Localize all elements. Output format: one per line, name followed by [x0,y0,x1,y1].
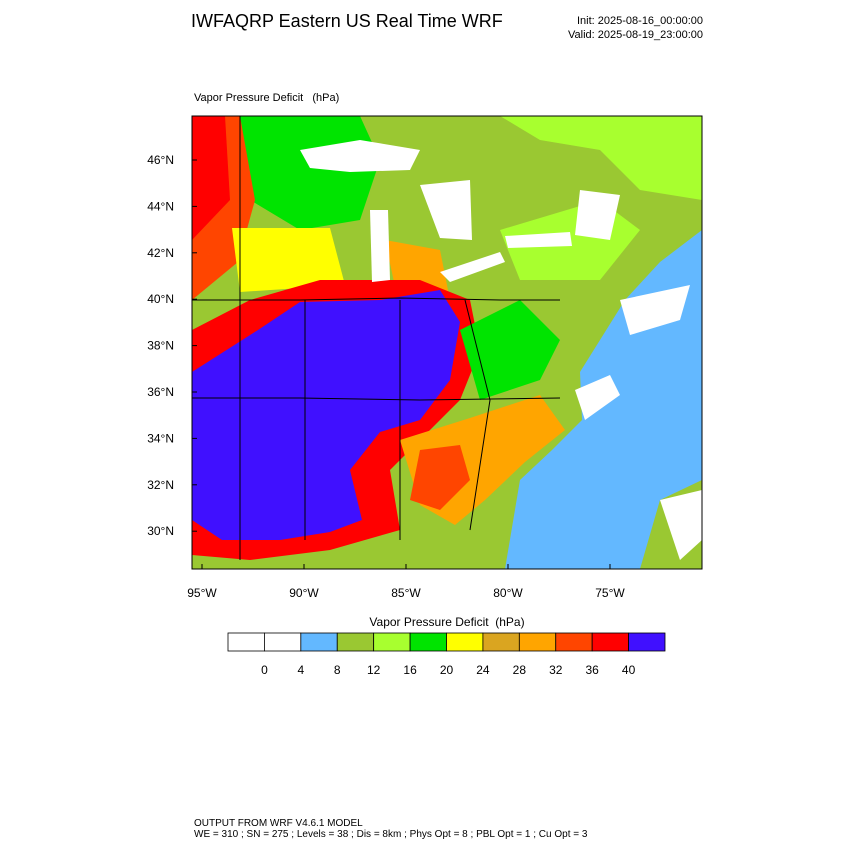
colorbar-box [591,632,629,652]
init-time: Init: 2025-08-16_00:00:00 [577,15,703,27]
lon-label: 95°W [187,586,217,600]
colorbar-box [555,632,593,652]
colorbar-box [628,632,666,652]
colorbar-label: 0 [261,663,268,677]
colorbar-box [336,632,375,652]
lat-label: 42°N [147,246,174,260]
colorbar: 0 4 8 12 16 20 24 28 32 36 40 [227,632,666,677]
lat-axis: 46°N 44°N 42°N 40°N 38°N 36°N 34°N 32°N 30°N [147,153,197,538]
map-frame [191,115,703,570]
colorbar-box [300,632,338,652]
lat-label: 46°N [147,153,174,167]
map-title: Vapor Pressure Deficit (hPa) [194,92,339,104]
lat-label: 36°N [147,385,174,399]
colorbar-box [264,632,302,652]
colorbar-label: 12 [367,663,381,677]
colorbar-label: 8 [334,663,341,677]
footer-line: OUTPUT FROM WRF V4.6.1 MODEL [194,818,363,829]
lon-label: 90°W [289,586,319,600]
colorbar-label: 16 [403,663,417,677]
colorbar-label: 40 [622,663,636,677]
colorbar-box [409,632,447,652]
lon-label: 80°W [493,586,523,600]
vpd-field [192,116,702,569]
colorbar-label: 28 [513,663,527,677]
lon-axis: 95°W 90°W 85°W 80°W 75°W [187,564,625,600]
footer-line: WE = 310 ; SN = 275 ; Levels = 38 ; Dis … [194,829,588,840]
colorbar-box [446,632,484,652]
lon-label: 85°W [391,586,421,600]
lat-label: 34°N [147,431,174,445]
lon-label: 75°W [595,586,625,600]
colorbar-box [227,632,265,652]
colorbar-box [518,632,557,652]
colorbar-box [373,632,411,652]
lat-label: 30°N [147,524,174,538]
page-title: IWFAQRP Eastern US Real Time WRF [191,11,503,31]
colorbar-label: 36 [585,663,599,677]
lat-label: 40°N [147,292,174,306]
colorbar-label: 24 [476,663,490,677]
colorbar-label: 32 [549,663,563,677]
colorbar-box [482,632,520,652]
lat-label: 44°N [147,199,174,213]
lat-label: 38°N [147,339,174,353]
lat-label: 32°N [147,478,174,492]
colorbar-label: 4 [297,663,304,677]
colorbar-title: Vapor Pressure Deficit (hPa) [369,615,524,629]
valid-time: Valid: 2025-08-19_23:00:00 [568,29,703,41]
colorbar-label: 20 [440,663,454,677]
